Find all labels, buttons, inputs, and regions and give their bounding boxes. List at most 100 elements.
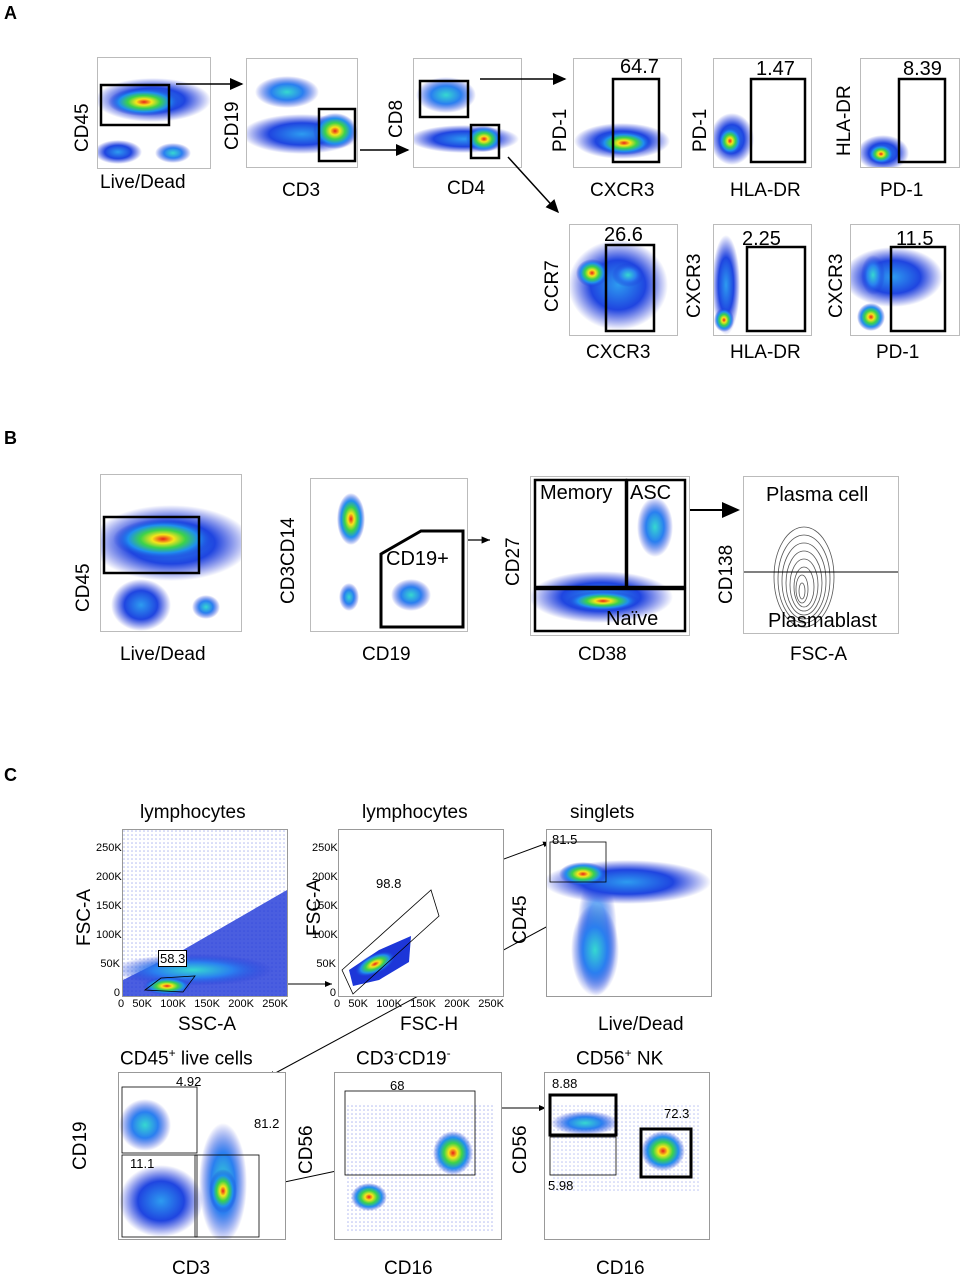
c3-x-label: Live/Dead (598, 1014, 684, 1035)
c4-title: CD45+ live cells (120, 1046, 253, 1070)
a4-x-label: CXCR3 (590, 180, 655, 201)
c4-percent-2: 81.2 (254, 1116, 280, 1131)
c1-title: lymphocytes (140, 802, 246, 823)
c1-percent: 58.3 (158, 950, 188, 967)
a-plot-pd1-hladr (713, 58, 812, 168)
c6-title-main: CD56 (576, 1048, 625, 1070)
c5-title-sup2: - (446, 1046, 451, 1060)
c2-xtick: 150K (410, 998, 436, 1010)
a-plot-hladr-pd1 (860, 58, 960, 168)
c1-ytick: 200K (96, 871, 122, 883)
c2-xtick: 0 (334, 998, 341, 1010)
b3-asc-label: ASC (630, 482, 672, 504)
a7-x-label: CXCR3 (586, 342, 651, 363)
c-plot-nk-cd56-cd16 (544, 1072, 710, 1240)
a2-y-label: CD19 (222, 101, 243, 150)
c-plot-cd56-cd16 (334, 1072, 502, 1240)
a6-percent: 8.39 (903, 58, 942, 80)
c2-xtick: 200K (444, 998, 470, 1010)
c2-xtick: 100K (376, 998, 402, 1010)
c1-ytick: 50K (100, 958, 120, 970)
a7-y-label: CCR7 (542, 260, 563, 312)
b2-gate-label: CD19+ (386, 548, 449, 570)
c2-title: lymphocytes (362, 802, 468, 823)
c-plot-fsca-ssca (122, 829, 288, 997)
a8-x-label: HLA-DR (730, 342, 801, 363)
c6-percent-2: 72.3 (664, 1106, 690, 1121)
a5-y-label: PD-1 (690, 108, 711, 152)
c5-title-cd3: CD3 (356, 1048, 395, 1070)
c-plot-cd19-cd3 (118, 1072, 286, 1240)
c6-x-label: CD16 (596, 1258, 645, 1279)
a-plot-cxcr3-hladr (713, 224, 812, 336)
c1-x-label: SSC-A (178, 1014, 237, 1035)
c5-y-label: CD56 (296, 1125, 317, 1174)
a1-x-label: Live/Dead (100, 172, 186, 193)
a7-percent: 26.6 (604, 224, 643, 246)
c1-ytick: 100K (96, 929, 122, 941)
c1-yticks: 250K 200K 150K 100K 50K 0 (96, 833, 122, 1009)
b4-y-label: CD138 (716, 544, 737, 604)
b3-y-label: CD27 (503, 537, 524, 586)
a6-x-label: PD-1 (880, 180, 924, 201)
c1-ytick: 150K (96, 900, 122, 912)
c3-y-label: CD45 (510, 895, 531, 944)
a9-y-label: CXCR3 (826, 253, 847, 318)
a3-x-label: CD4 (447, 178, 486, 199)
c1-xticks: 0 50K 100K 150K 200K 250K (118, 998, 288, 1010)
b3-naive-label: Naïve (606, 608, 659, 630)
a-plot-cd19-cd3 (246, 58, 358, 168)
c2-yticks: 250K 200K 150K 100K 50K 0 (312, 833, 338, 1009)
a-plot-cd45-livedead (97, 57, 211, 169)
b-plot-cd3cd14-cd19 (310, 478, 468, 632)
b-plot-cd138-fsca (743, 476, 899, 634)
c4-y-label: CD19 (70, 1121, 91, 1170)
c1-xtick: 50K (132, 998, 152, 1010)
panel-letter-a: A (4, 3, 17, 23)
c-plot-cd45-livedead (546, 829, 712, 997)
a3-y-label: CD8 (386, 99, 407, 138)
c3-title: singlets (570, 802, 635, 823)
c6-title-rest: NK (631, 1048, 664, 1070)
a5-percent: 1.47 (756, 58, 795, 80)
c5-x-label: CD16 (384, 1258, 433, 1279)
c4-title-sup: + (168, 1046, 176, 1060)
a4-percent: 64.7 (620, 56, 659, 78)
a9-percent: 11.5 (896, 228, 934, 250)
a-plot-pd1-cxcr3 (573, 58, 682, 168)
c2-ytick: 50K (316, 958, 336, 970)
c2-ytick: 200K (312, 871, 338, 883)
c2-ytick: 250K (312, 842, 338, 854)
c2-xtick: 50K (348, 998, 368, 1010)
c1-xtick: 100K (160, 998, 186, 1010)
a-plot-ccr7-cxcr3 (569, 224, 678, 336)
b-plot-cd27-cd38 (530, 476, 690, 636)
c5-title: CD3-CD19- (356, 1046, 451, 1070)
c6-percent-3: 5.98 (548, 1178, 574, 1193)
c4-x-label: CD3 (172, 1258, 211, 1279)
c1-xtick: 250K (262, 998, 288, 1010)
a8-percent: 2.25 (742, 228, 781, 250)
b1-y-label: CD45 (73, 563, 94, 612)
a6-y-label: HLA-DR (834, 85, 855, 156)
panel-letter-b: B (4, 428, 17, 448)
a-plot-cd8-cd4 (413, 58, 522, 168)
c4-title-main: CD45 (120, 1048, 169, 1070)
c6-percent-1: 8.88 (552, 1076, 578, 1091)
c1-xtick: 150K (194, 998, 220, 1010)
a9-x-label: PD-1 (876, 342, 920, 363)
c2-ytick: 0 (329, 987, 336, 999)
b1-x-label: Live/Dead (120, 644, 206, 665)
c4-title-rest: live cells (175, 1048, 253, 1070)
c6-title-sup: + (624, 1046, 632, 1060)
c5-percent: 68 (390, 1078, 405, 1093)
c1-y-label: FSC-A (74, 889, 95, 946)
c-plot-fsca-fsch (338, 829, 504, 997)
a8-y-label: CXCR3 (684, 253, 705, 318)
a-plot-cxcr3-pd1 (850, 224, 960, 336)
c2-xtick: 250K (478, 998, 504, 1010)
c6-title: CD56+ NK (576, 1046, 663, 1070)
b2-y-label: CD3CD14 (278, 517, 299, 604)
c2-ytick: 100K (312, 929, 338, 941)
c4-percent-1: 4.92 (176, 1074, 202, 1089)
